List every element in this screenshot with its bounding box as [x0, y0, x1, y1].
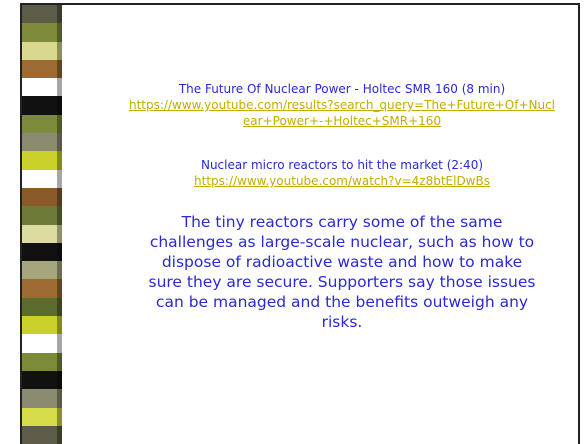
link-title: Nuclear micro reactors to hit the market…: [122, 157, 562, 173]
link-item: Nuclear micro reactors to hit the market…: [122, 157, 562, 189]
link-title: The Future Of Nuclear Power - Holtec SMR…: [122, 81, 562, 97]
decorative-stripe: [22, 5, 62, 444]
body-text: The tiny reactors carry some of the same…: [122, 212, 562, 332]
slide: The Future Of Nuclear Power - Holtec SMR…: [20, 3, 580, 444]
link-url[interactable]: https://www.youtube.com/results?search_q…: [122, 97, 562, 129]
page: The Future Of Nuclear Power - Holtec SMR…: [0, 0, 588, 444]
link-item: The Future Of Nuclear Power - Holtec SMR…: [122, 81, 562, 129]
link-url[interactable]: https://www.youtube.com/watch?v=4z8btElD…: [122, 173, 562, 189]
